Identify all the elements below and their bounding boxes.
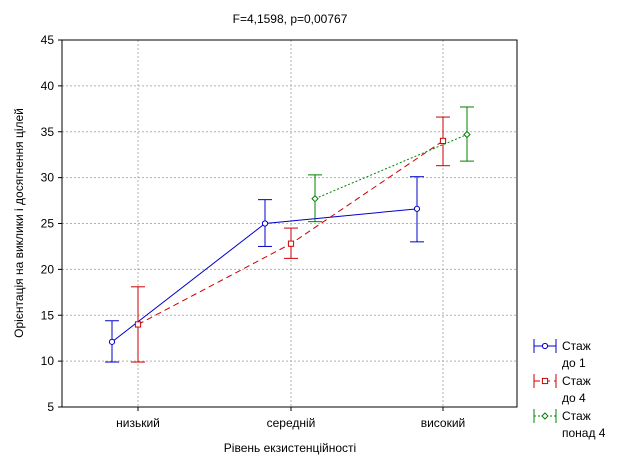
legend-label: до 1 — [562, 356, 586, 370]
grid — [62, 40, 517, 407]
y-tick-label: 15 — [41, 308, 55, 322]
data-point — [108, 338, 116, 345]
y-tick-label: 30 — [41, 171, 55, 185]
legend-item-3: Стаж понад 4 — [533, 409, 606, 440]
y-tick-label: 45 — [41, 33, 55, 47]
legend-marker — [541, 412, 549, 420]
legend-label: до 4 — [562, 391, 586, 405]
legend: Стаж до 1 Стаж до 4 Стаж понад 4 — [533, 339, 606, 440]
series-3 — [308, 106, 474, 223]
plot-frame — [61, 39, 518, 408]
data-point — [134, 321, 142, 328]
y-tick-label: 25 — [41, 217, 55, 231]
y-tick-label: 40 — [41, 79, 55, 93]
series-layer — [105, 106, 474, 363]
series-2 — [131, 116, 450, 363]
x-axis-title: Рівень екзистенційності — [224, 441, 356, 455]
series-line — [314, 134, 468, 200]
legend-marker — [541, 342, 549, 350]
data-point — [311, 195, 319, 203]
y-tick-label: 5 — [47, 400, 54, 414]
data-point — [261, 220, 269, 227]
y-axis-ticks: 5 10 15 20 25 30 35 40 45 — [41, 33, 62, 414]
legend-marker — [541, 377, 549, 385]
legend-label: Стаж — [562, 339, 591, 353]
x-axis-ticks: низький середній високий — [116, 407, 465, 430]
legend-item-2: Стаж до 4 — [533, 374, 591, 405]
y-tick-label: 10 — [41, 354, 55, 368]
chart-title: F=4,1598, p=0,00767 — [233, 12, 348, 26]
data-point — [463, 130, 471, 139]
legend-label: Стаж — [562, 409, 591, 423]
legend-label: Стаж — [562, 374, 591, 388]
data-point — [287, 240, 295, 247]
series-1 — [105, 176, 424, 363]
y-axis-title: Орієнтація на виклики і досягнення цілей — [12, 108, 26, 338]
y-tick-label: 35 — [41, 125, 55, 139]
data-point — [439, 137, 447, 145]
x-tick-label: середній — [267, 416, 316, 430]
legend-item-1: Стаж до 1 — [533, 339, 591, 370]
x-tick-label: низький — [116, 416, 160, 430]
x-tick-label: високий — [421, 416, 466, 430]
data-point — [413, 205, 421, 212]
y-tick-label: 20 — [41, 262, 55, 276]
legend-label: понад 4 — [562, 426, 606, 440]
